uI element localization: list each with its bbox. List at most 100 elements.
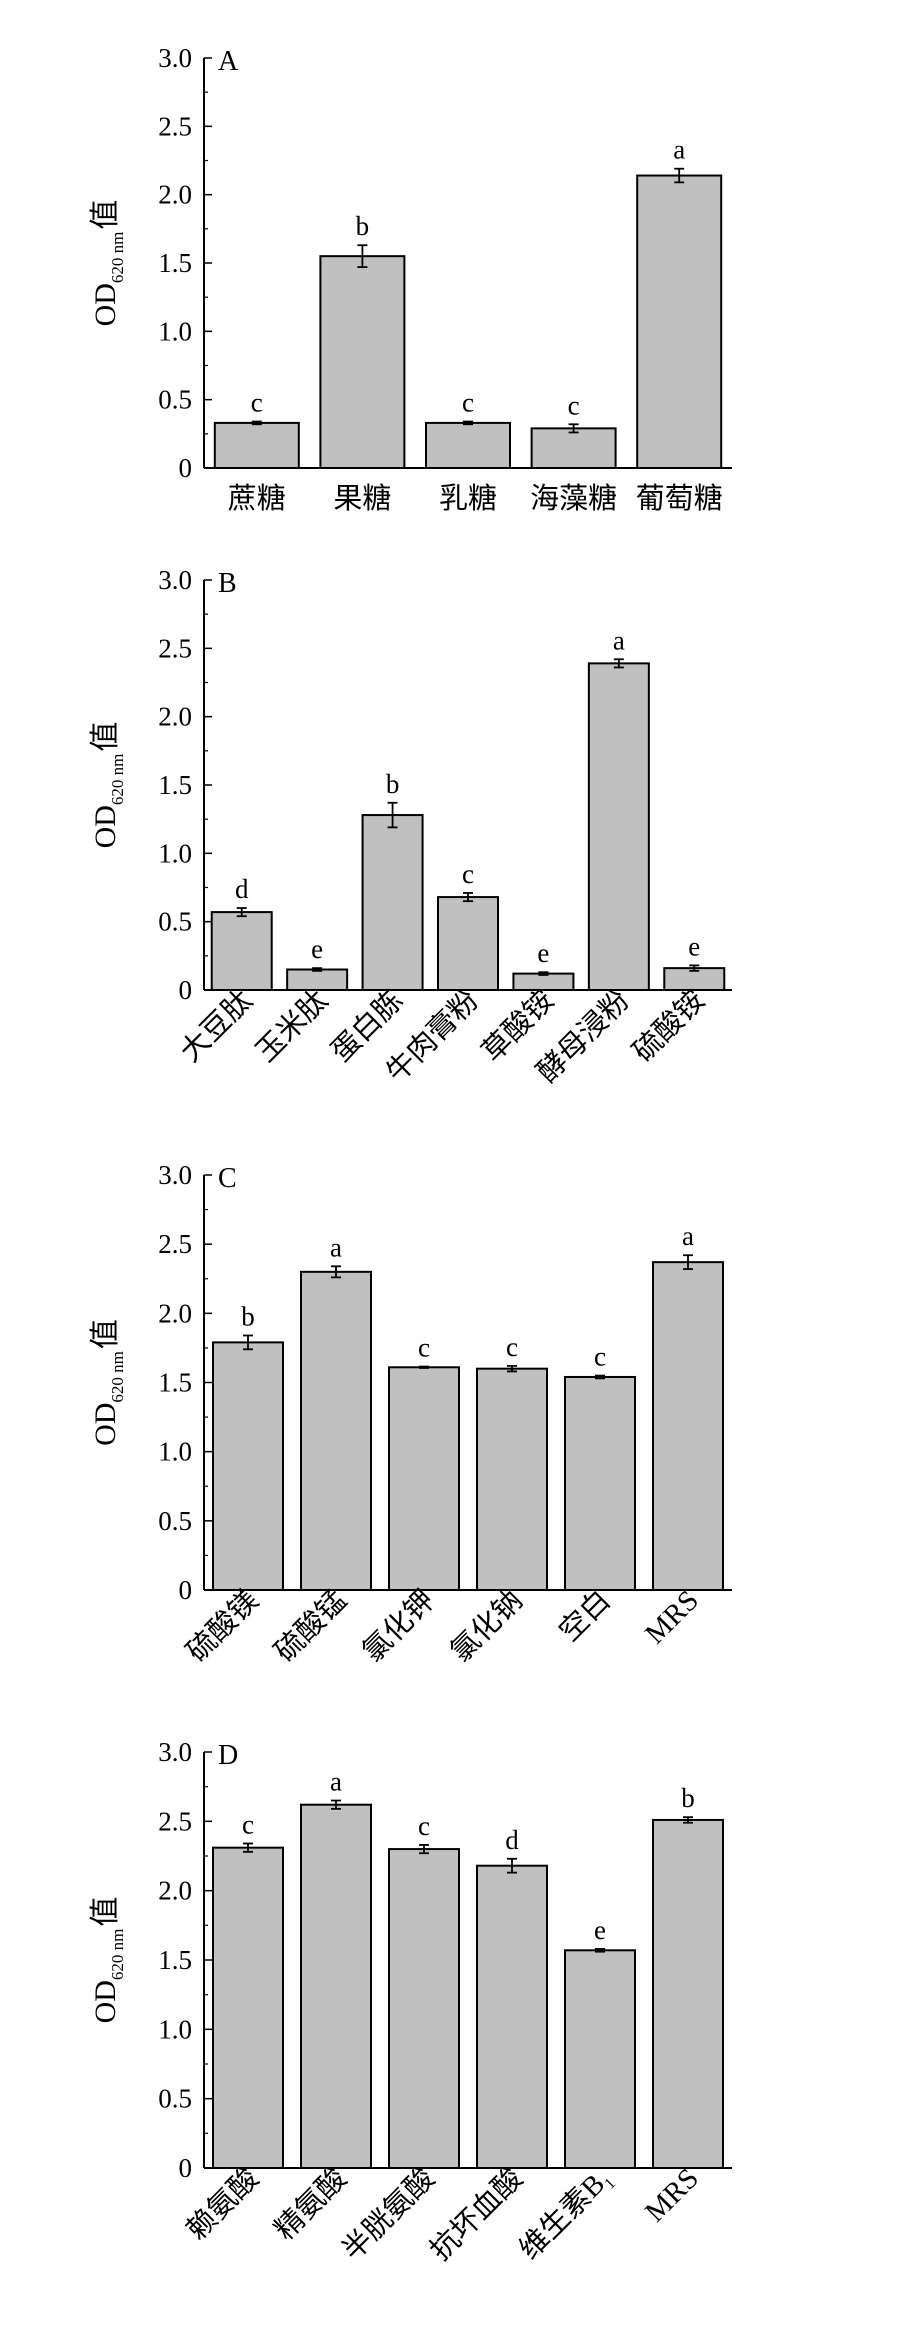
chart-panel-d: 0 0.5 1.0 1.5 2.0 2.5 3.0 D OD620 nm值 c 赖氨酸 a 精氨酸 c 半胱… xyxy=(89,1737,732,2268)
significance-label: a xyxy=(330,1232,342,1262)
significance-label: b xyxy=(386,769,400,799)
bar xyxy=(300,1270,372,1592)
significance-label: d xyxy=(505,1825,519,1855)
x-tick-label: 玉米肽 xyxy=(249,984,334,1069)
panel-label: A xyxy=(218,46,239,77)
y-tick-label: 3.0 xyxy=(158,43,192,73)
significance-label: c xyxy=(568,390,580,420)
significance-label: c xyxy=(251,388,263,418)
y-tick-label: 1.5 xyxy=(158,1945,192,1975)
significance-label: c xyxy=(506,1332,518,1362)
significance-label: e xyxy=(594,1915,606,1945)
bar xyxy=(564,1375,636,1592)
y-tick-label: 0.5 xyxy=(158,2084,192,2114)
x-tick-label: 氯化钾 xyxy=(356,1584,441,1669)
bar xyxy=(210,911,273,991)
bar xyxy=(476,1864,548,2169)
x-tick-label: 硫酸锰 xyxy=(268,1584,353,1669)
x-tick-label: 蔗糖 xyxy=(228,482,286,515)
x-tick-label: 精氨酸 xyxy=(268,2162,353,2247)
significance-label: b xyxy=(356,211,370,241)
y-tick-label: 2.5 xyxy=(158,1806,192,1836)
significance-label: c xyxy=(418,1333,430,1363)
y-tick-label: 0 xyxy=(179,2153,193,2183)
bar xyxy=(512,972,575,991)
x-tick-label: 硫酸镁 xyxy=(180,1584,265,1669)
y-tick-label: 1.0 xyxy=(158,1437,192,1467)
x-tick-label: 半胱氨酸 xyxy=(336,2162,441,2267)
significance-label: b xyxy=(241,1301,255,1331)
bar xyxy=(388,1848,460,2169)
panel-label: D xyxy=(218,1740,238,1771)
y-tick-label: 2.5 xyxy=(158,111,192,141)
bar xyxy=(437,896,499,991)
y-tick-label: 0 xyxy=(179,975,193,1005)
significance-label: c xyxy=(462,388,474,418)
y-axis-title: OD620 nm值 xyxy=(89,200,127,327)
y-tick-label: 1.0 xyxy=(158,838,192,868)
x-tick-label: 乳糖 xyxy=(439,482,497,515)
chart-panel-c: 0 0.5 1.0 1.5 2.0 2.5 3.0 C OD620 nm值 b 硫酸镁 a 硫酸锰 c 氯化… xyxy=(89,1160,732,1668)
bar xyxy=(286,968,349,991)
y-tick-label: 3.0 xyxy=(158,565,192,595)
significance-label: d xyxy=(235,874,249,904)
y-tick-label: 0.5 xyxy=(158,1506,192,1536)
bar xyxy=(530,427,617,470)
y-axis-title: OD620 nm值 xyxy=(89,1897,127,2024)
y-tick-label: 0 xyxy=(179,453,193,483)
y-tick-label: 1.5 xyxy=(158,1368,192,1398)
y-axis-title: OD620 nm值 xyxy=(89,1319,127,1446)
y-axis-title: OD620 nm值 xyxy=(89,722,127,849)
significance-label: a xyxy=(613,625,625,655)
bar xyxy=(564,1949,636,2169)
bar xyxy=(319,255,406,469)
bar xyxy=(388,1366,460,1591)
bar xyxy=(425,421,511,469)
significance-label: e xyxy=(688,931,700,961)
y-tick-label: 1.0 xyxy=(158,316,192,346)
bar xyxy=(213,421,300,469)
x-tick-label: MRS xyxy=(639,2162,705,2228)
significance-label: a xyxy=(682,1221,694,1251)
significance-label: c xyxy=(594,1342,606,1372)
bar xyxy=(212,1846,284,2170)
x-tick-label: 硫酸铵 xyxy=(626,984,711,1069)
x-tick-label: 海藻糖 xyxy=(530,482,617,515)
x-tick-label: 氯化钠 xyxy=(444,1584,529,1669)
bar xyxy=(300,1803,372,2170)
y-tick-label: 2.0 xyxy=(158,1298,192,1328)
y-tick-label: 3.0 xyxy=(158,1737,192,1767)
y-tick-label: 0.5 xyxy=(158,385,192,415)
x-tick-label: 果糖 xyxy=(333,482,391,515)
panel-label: C xyxy=(218,1163,237,1194)
significance-label: a xyxy=(673,135,685,165)
x-tick-label: 维生素B1 xyxy=(513,2162,619,2268)
x-tick-label: 赖氨酸 xyxy=(180,2162,265,2247)
bar xyxy=(652,1261,724,1592)
panel-label: B xyxy=(218,568,237,599)
y-tick-label: 3.0 xyxy=(158,1160,192,1190)
bar xyxy=(587,662,650,991)
y-tick-label: 2.5 xyxy=(158,1229,192,1259)
x-tick-label: 葡萄糖 xyxy=(636,482,723,515)
x-tick-label: MRS xyxy=(639,1584,705,1650)
bar xyxy=(212,1341,284,1591)
y-tick-label: 1.0 xyxy=(158,2014,192,2044)
significance-label: b xyxy=(681,1783,695,1813)
y-tick-label: 2.0 xyxy=(158,180,192,210)
y-tick-label: 0.5 xyxy=(158,907,192,937)
bar xyxy=(361,814,424,991)
significance-label: e xyxy=(537,938,549,968)
y-tick-label: 1.5 xyxy=(158,770,192,800)
bar xyxy=(476,1367,548,1591)
x-tick-label: 空白 xyxy=(553,1584,617,1648)
significance-label: e xyxy=(311,934,323,964)
x-tick-label: 抗坏血酸 xyxy=(424,2162,529,2267)
significance-label: c xyxy=(242,1810,254,1840)
bar xyxy=(652,1818,724,2169)
y-tick-label: 2.0 xyxy=(158,702,192,732)
significance-label: c xyxy=(418,1811,430,1841)
y-tick-label: 2.5 xyxy=(158,633,192,663)
